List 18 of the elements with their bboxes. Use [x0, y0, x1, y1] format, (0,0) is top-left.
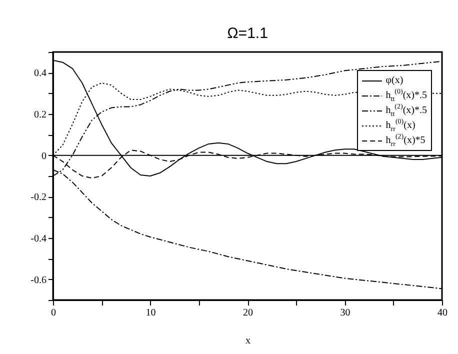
x-axis-title: x: [246, 336, 250, 346]
x-tick-label: 0: [51, 308, 56, 318]
legend-label: h$_{rr}$$^{(0)}$(x): [386, 117, 416, 132]
legend-label: h$_{tt}$$^{(2)}$(x)*.5: [386, 102, 427, 118]
y-tick-label: -0.2: [30, 192, 46, 204]
legend-label: h$_{tt}$$^{(0)}$(x)*.5: [386, 87, 427, 102]
x-tick-label: 40: [438, 308, 448, 318]
y-tick-label: 0.4: [34, 68, 46, 80]
x-tick-label: 20: [243, 308, 253, 318]
legend-label: φ(x): [386, 74, 404, 86]
y-tick-label: -0.6: [30, 274, 46, 286]
y-tick-label: 0.2: [34, 110, 46, 120]
legend-label: h$_{rr}$$^{(2)}$(x)*5: [386, 132, 426, 148]
chart-title: Ω=1.1: [227, 25, 268, 42]
x-tick-label: 10: [146, 308, 156, 318]
x-tick-label: 30: [340, 308, 350, 318]
y-tick-label: -0.4: [30, 234, 46, 244]
y-tick-label: 0: [42, 150, 46, 162]
